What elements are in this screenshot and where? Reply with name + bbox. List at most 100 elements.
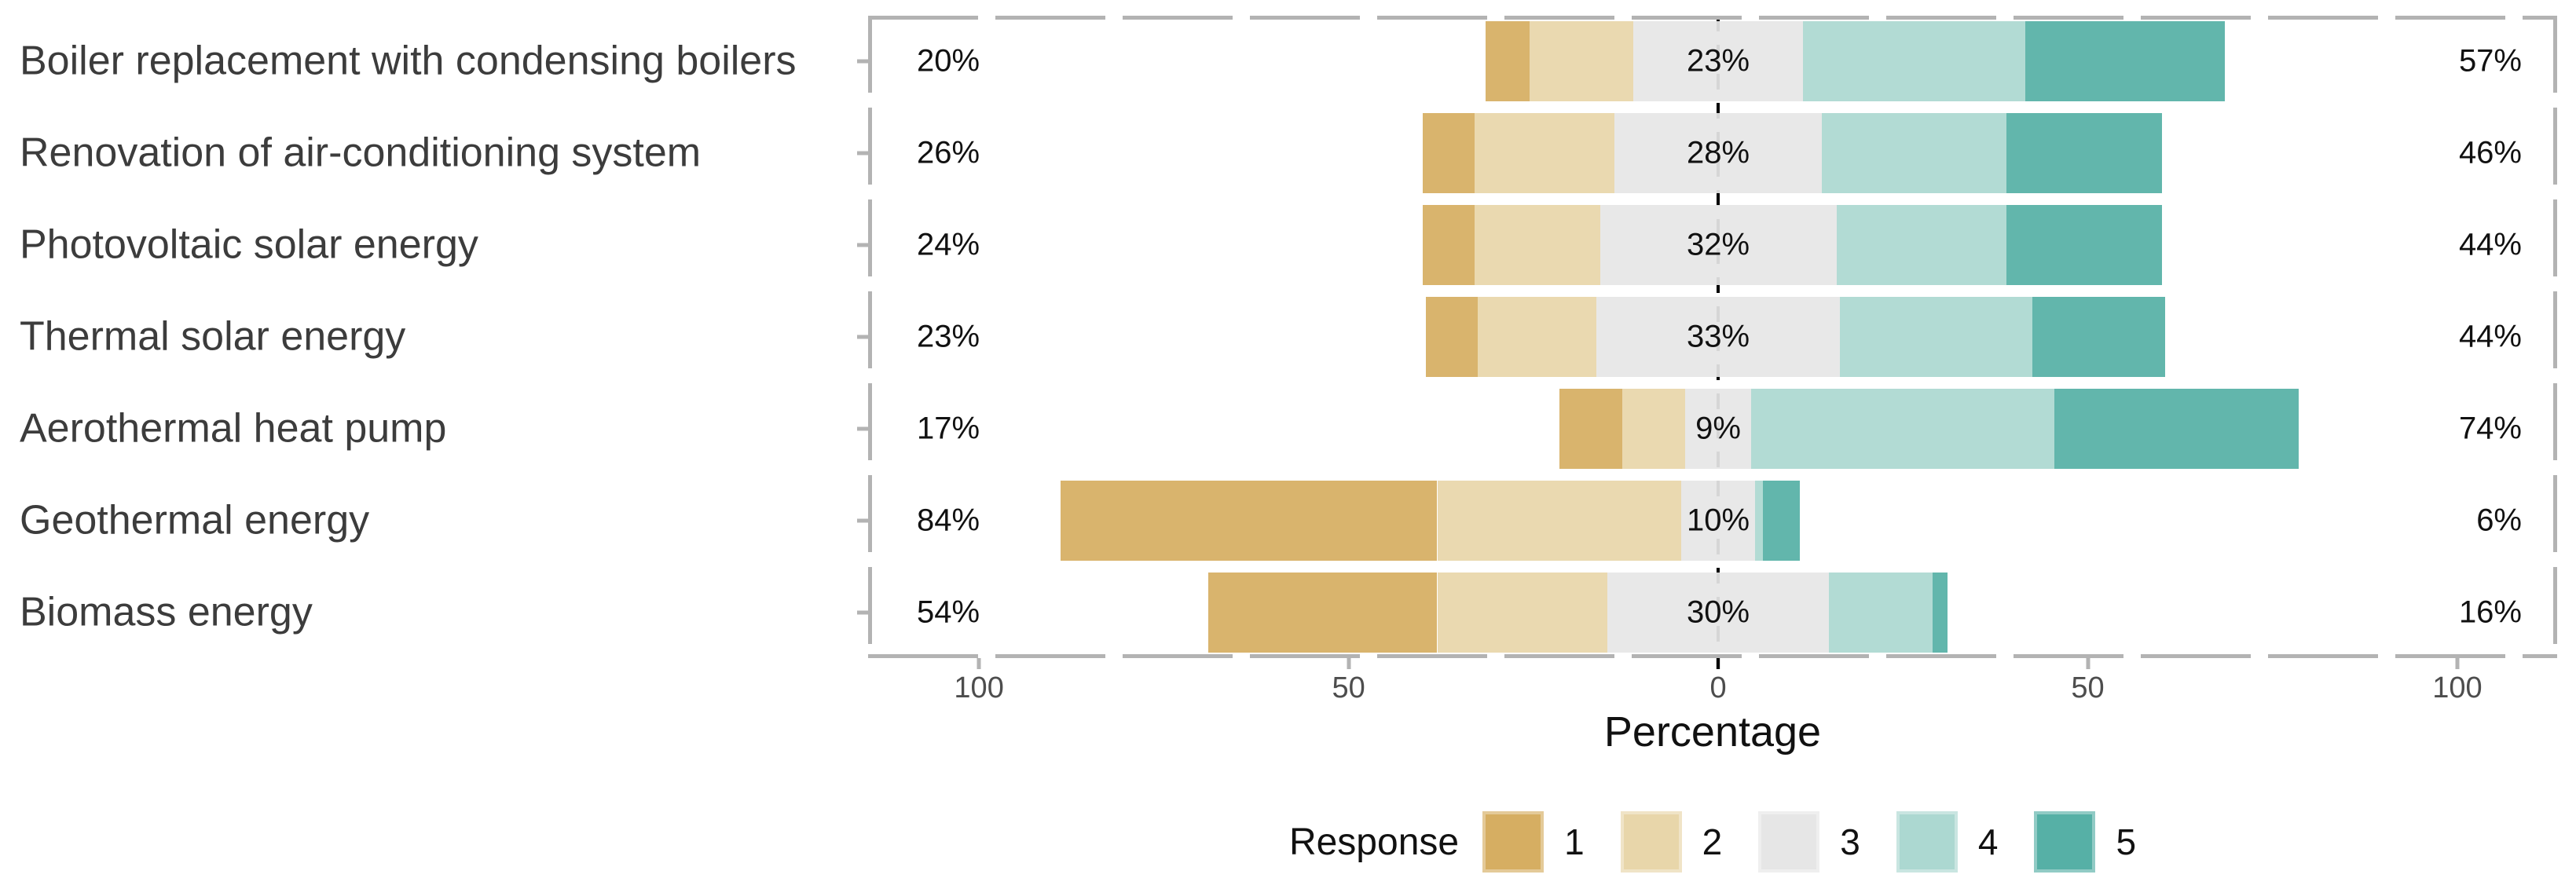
high-percent-label: 44% xyxy=(2458,319,2522,354)
legend-item-label: 3 xyxy=(1840,821,1860,862)
x-axis-tick xyxy=(2086,658,2090,669)
bar-segment-response-3 xyxy=(1607,572,1830,653)
legend-item-label: 1 xyxy=(1564,821,1585,862)
panel-border-top xyxy=(868,16,2557,20)
bar-segment-response-5 xyxy=(1762,480,1800,561)
bar-segment-response-3 xyxy=(1596,297,1841,377)
y-axis-tick xyxy=(857,426,868,431)
legend-items: 1 2 3 4 5 xyxy=(1482,811,2136,873)
high-percent-label: 6% xyxy=(2476,503,2522,538)
x-axis-title: Percentage xyxy=(1603,708,1822,755)
x-axis-tick xyxy=(1347,658,1351,669)
legend-swatch-response-1 xyxy=(1482,811,1545,873)
panel-border-left xyxy=(868,16,872,658)
bar-segment-response-2 xyxy=(1474,205,1600,286)
y-axis-tick xyxy=(857,335,868,339)
bar-segment-response-1 xyxy=(1422,205,1475,286)
bar-segment-response-1 xyxy=(1485,21,1530,102)
neutral-percent-label: 30% xyxy=(1687,594,1750,630)
low-percent-label: 20% xyxy=(917,43,980,79)
low-percent-label: 26% xyxy=(917,135,980,170)
bar-segment-response-2 xyxy=(1478,297,1596,377)
bar-segment-response-5 xyxy=(2006,205,2162,286)
legend-swatch-response-5 xyxy=(2034,811,2096,873)
bar-segment-response-1 xyxy=(1422,113,1475,194)
high-percent-label: 74% xyxy=(2458,411,2522,446)
bar-segment-response-3 xyxy=(1684,388,1752,469)
high-percent-label: 44% xyxy=(2458,227,2522,262)
legend-item: 5 xyxy=(2034,811,2136,873)
bar-segment-response-4 xyxy=(1829,572,1933,653)
bar-segment-response-4 xyxy=(1803,21,2025,102)
high-percent-label: 16% xyxy=(2458,594,2522,630)
panel-border-bottom xyxy=(868,654,2557,658)
low-percent-label: 24% xyxy=(917,227,980,262)
low-percent-label: 23% xyxy=(917,319,980,354)
category-label: Biomass energy xyxy=(20,588,313,635)
legend-item: 4 xyxy=(1896,811,1999,873)
x-axis-tick xyxy=(977,658,981,669)
legend-item: 1 xyxy=(1482,811,1585,873)
high-percent-label: 46% xyxy=(2458,135,2522,170)
bar-segment-response-1 xyxy=(1207,572,1438,653)
category-label: Thermal solar energy xyxy=(20,313,406,360)
neutral-percent-label: 9% xyxy=(1695,411,1741,446)
legend-item-label: 4 xyxy=(1977,821,1999,862)
bar-segment-response-2 xyxy=(1437,572,1607,653)
legend-item: 2 xyxy=(1620,811,1723,873)
y-axis-tick xyxy=(857,59,868,64)
legend-item: 3 xyxy=(1758,811,1860,873)
x-axis-tick-label: 0 xyxy=(1709,671,1727,704)
bar-segment-response-2 xyxy=(1437,480,1681,561)
panel-border-right xyxy=(2553,16,2557,658)
low-percent-label: 17% xyxy=(917,411,980,446)
y-axis-tick xyxy=(857,243,868,247)
x-axis-tick xyxy=(2455,658,2460,669)
bar-segment-response-4 xyxy=(1755,480,1763,561)
bar-segment-response-2 xyxy=(1530,21,1633,102)
low-percent-label: 54% xyxy=(917,594,980,630)
y-axis-tick xyxy=(857,610,868,615)
bar-segment-response-3 xyxy=(1614,113,1822,194)
bar-segment-response-5 xyxy=(2032,297,2166,377)
bar-segment-response-2 xyxy=(1474,113,1615,194)
x-axis-tick-label: 100 xyxy=(954,671,1004,704)
bar-segment-response-3 xyxy=(1681,480,1756,561)
bar-segment-response-1 xyxy=(1426,297,1479,377)
x-axis-tick-label: 100 xyxy=(2432,671,2483,704)
plot-panel: 23% 28% 32% 33% 9% 10% 30% 20% 57% 26% 46% 24% 44% 2… xyxy=(868,16,2557,669)
category-label: Renovation of air-conditioning system xyxy=(20,130,702,176)
legend-swatch-response-2 xyxy=(1620,811,1682,873)
bar-segment-response-4 xyxy=(1821,113,2006,194)
bar-segment-response-3 xyxy=(1599,205,1837,286)
neutral-percent-label: 23% xyxy=(1687,43,1750,79)
category-label: Photovoltaic solar energy xyxy=(20,221,478,268)
legend-swatch-response-3 xyxy=(1758,811,1820,873)
category-label: Geothermal energy xyxy=(20,497,370,543)
category-label: Aerothermal heat pump xyxy=(20,405,447,452)
bar-segment-response-4 xyxy=(1840,297,2032,377)
neutral-percent-label: 10% xyxy=(1687,503,1750,538)
bar-segment-response-1 xyxy=(1060,480,1438,561)
neutral-percent-label: 28% xyxy=(1687,135,1750,170)
x-axis-tick-label: 50 xyxy=(2071,671,2105,704)
bar-segment-response-4 xyxy=(1836,205,2006,286)
category-label: Boiler replacement with condensing boile… xyxy=(20,38,797,84)
y-axis-tick xyxy=(857,151,868,155)
legend-item-label: 2 xyxy=(1702,821,1723,862)
neutral-percent-label: 32% xyxy=(1687,227,1750,262)
bar-segment-response-5 xyxy=(2054,388,2299,469)
legend-swatch-response-4 xyxy=(1896,811,1958,873)
x-axis-tick-label: 50 xyxy=(1332,671,1365,704)
legend-item-label: 5 xyxy=(2116,821,2137,862)
bar-segment-response-5 xyxy=(1932,572,1948,653)
y-axis-tick xyxy=(857,518,868,523)
bar-segment-response-1 xyxy=(1559,388,1622,469)
bar-segment-response-5 xyxy=(2006,113,2162,194)
legend-title: Response xyxy=(1288,821,1460,863)
legend: Response 1 2 3 4 5 xyxy=(868,809,2557,875)
low-percent-label: 84% xyxy=(917,503,980,538)
bar-segment-response-4 xyxy=(1751,388,2055,469)
high-percent-label: 57% xyxy=(2458,43,2522,79)
bar-segment-response-3 xyxy=(1632,21,1804,102)
